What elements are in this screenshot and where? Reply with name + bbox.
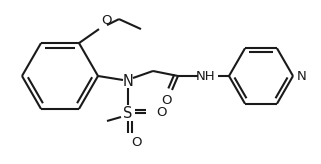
Text: O: O — [101, 14, 111, 27]
Text: N: N — [123, 73, 134, 89]
Text: O: O — [161, 94, 171, 107]
Text: S: S — [123, 105, 133, 121]
Text: NH: NH — [196, 70, 216, 82]
Text: O: O — [131, 136, 142, 150]
Text: N: N — [297, 70, 307, 82]
Text: O: O — [156, 106, 167, 120]
